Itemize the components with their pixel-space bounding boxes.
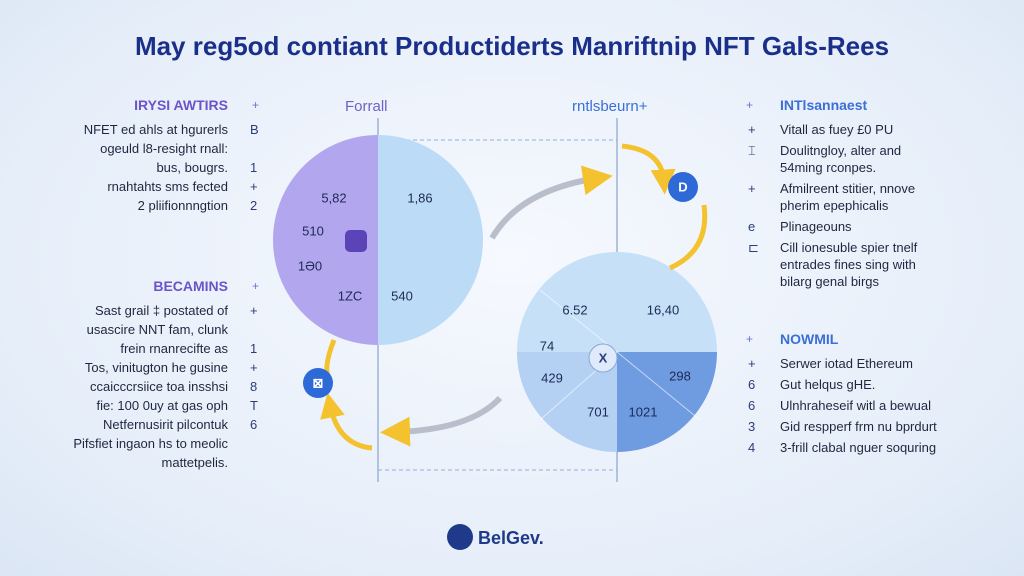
arrow xyxy=(668,204,708,271)
row-text: Pifsfiet ingaon hs to meolic xyxy=(73,436,228,451)
segment-line xyxy=(616,351,701,421)
row-marker: + xyxy=(748,181,756,196)
row-marker: ⌶ xyxy=(748,143,756,158)
segment-value: 510 xyxy=(302,223,324,239)
arrow xyxy=(489,165,613,240)
row-marker: 6 xyxy=(748,377,756,392)
row-text: pherim epephicalis xyxy=(780,198,889,213)
badge-label: D xyxy=(678,179,688,195)
arrow xyxy=(320,392,373,451)
row-text: mattetpelis. xyxy=(161,455,228,470)
row-text: Gut helqus gHE. xyxy=(780,377,876,392)
segment-value: 298 xyxy=(669,368,691,384)
badge xyxy=(303,368,333,398)
logo xyxy=(447,524,473,550)
row-text: entrades fines sing with xyxy=(780,257,916,272)
segment-value: 16,40 xyxy=(646,302,680,318)
row-text: Ulnhraheseif witl a bewual xyxy=(780,398,932,413)
row-text: usascire NNT fam, clunk xyxy=(86,322,228,337)
segment-value: 701 xyxy=(587,404,609,420)
row-text: Serwer iotad Ethereum xyxy=(780,356,913,371)
row-marker: + xyxy=(748,356,756,371)
row-text: 54ming rconpes. xyxy=(780,160,877,175)
row-text: Cill ionesuble spier tnelf xyxy=(780,240,918,255)
row-text: Netfernusirit pilcontuk xyxy=(103,417,228,432)
row-text: Vitall as fuey £0 PU xyxy=(780,122,894,137)
arrow xyxy=(380,395,503,447)
heading-marker: + xyxy=(252,279,260,293)
badge xyxy=(668,172,698,202)
row-marker: 6 xyxy=(250,417,258,432)
segment-line xyxy=(539,289,618,353)
row-marker: + xyxy=(748,122,756,137)
row-text: Gid respperf frm nu bprdurt xyxy=(780,419,937,434)
section-heading: BECAMINS xyxy=(153,278,228,294)
row-text: NFET ed ahls at hgurerls xyxy=(83,122,228,137)
row-text: rnahtahts sms fected xyxy=(107,179,228,194)
title: May reg5od contiant Productiderts Manrif… xyxy=(134,31,890,61)
row-marker: 1 xyxy=(250,160,258,175)
segment-value: 74 xyxy=(539,338,555,354)
row-marker: + xyxy=(250,179,258,194)
heading-marker: + xyxy=(252,98,260,112)
row-marker: + xyxy=(250,360,258,375)
row-text: Sast grail ‡ postated of xyxy=(95,303,228,318)
row-marker: 4 xyxy=(748,440,756,455)
segment-value: 6.52 xyxy=(562,302,588,318)
circle-half xyxy=(378,135,483,345)
section-heading: INTlsannaest xyxy=(780,97,868,113)
icon xyxy=(345,230,367,252)
row-marker: + xyxy=(250,303,258,318)
row-text: bilarg genal birgs xyxy=(780,274,880,289)
brand: BelGev. xyxy=(478,528,544,548)
segment-value: 1,86 xyxy=(407,190,433,206)
icon-label: X xyxy=(598,350,608,366)
segment-value: 429 xyxy=(541,370,563,386)
circle-segment xyxy=(517,352,617,452)
row-text: Plinageouns xyxy=(780,219,852,234)
icon-circle xyxy=(588,343,618,373)
section-heading: NOWMIL xyxy=(780,331,839,347)
row-text: ogeuld l8-resight rnall: xyxy=(100,141,228,156)
heading-marker: + xyxy=(746,98,754,112)
row-marker: 6 xyxy=(748,398,756,413)
row-text: bus, bougrs. xyxy=(156,160,228,175)
column-label: rntlsbeurn+ xyxy=(572,98,648,115)
segment-value: 540 xyxy=(391,288,413,304)
row-marker: T xyxy=(250,398,258,413)
segment-value: 5,82 xyxy=(321,190,347,206)
row-marker: 2 xyxy=(250,198,258,213)
row-text: 3-frill clabal nguer soquring xyxy=(780,440,937,455)
row-text: 2 pliifionnngtion xyxy=(137,198,228,213)
circle-segment xyxy=(617,352,717,452)
arrow xyxy=(621,143,676,195)
circle-half xyxy=(273,135,378,345)
row-text: Doulitngloy, alter and xyxy=(780,143,902,158)
row-marker: e xyxy=(748,219,756,234)
row-text: ccaicccrsiice toa insshsi xyxy=(90,379,228,394)
row-text: Tos, vinitugton he gusine xyxy=(84,360,228,375)
circle-segment xyxy=(517,252,717,352)
row-marker: 3 xyxy=(748,419,756,434)
row-text: Afmilreent stitier, nnove xyxy=(780,181,916,196)
column-label: Forrall xyxy=(345,98,388,115)
segment-value: 1ZC xyxy=(337,288,363,304)
segment-value: 1Ə0 xyxy=(297,258,323,274)
row-marker: ⊏ xyxy=(748,240,759,255)
badge-label: ⊠ xyxy=(312,375,324,391)
row-text: frein rnanrecifte as xyxy=(120,341,228,356)
row-marker: 8 xyxy=(250,379,258,394)
row-marker: B xyxy=(250,122,259,137)
segment-value: 1021 xyxy=(628,404,658,420)
row-marker: 1 xyxy=(250,341,258,356)
row-text: fie: 100 0uy at gas oph xyxy=(96,398,228,413)
heading-marker: + xyxy=(746,332,754,346)
section-heading: IRYSI AWTIRS xyxy=(134,97,228,113)
